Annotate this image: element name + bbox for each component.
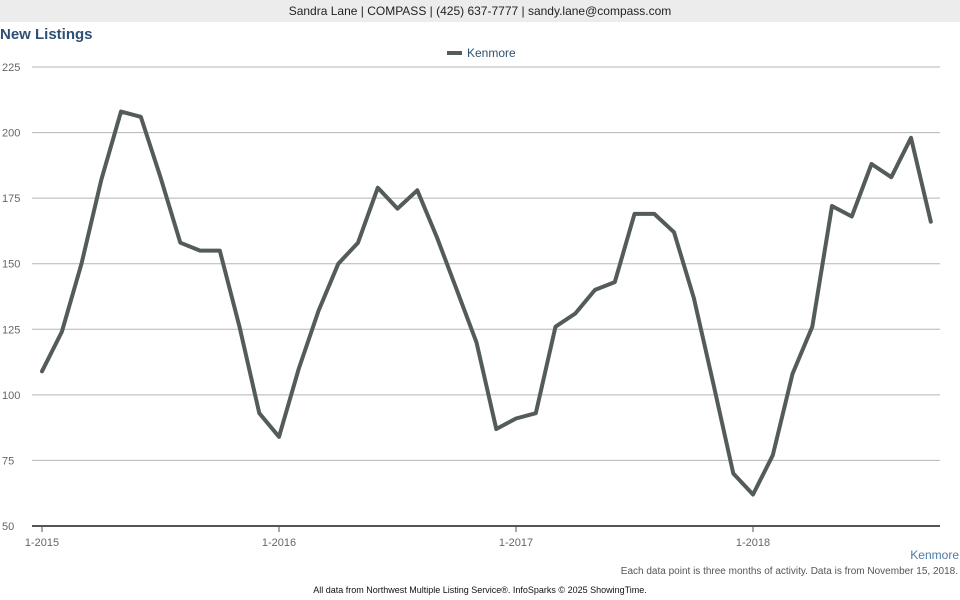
data-point bbox=[317, 309, 320, 312]
data-point bbox=[534, 412, 537, 415]
data-point bbox=[594, 288, 597, 291]
data-point bbox=[475, 341, 478, 344]
data-point bbox=[139, 115, 142, 118]
chart-title: New Listings bbox=[0, 26, 93, 43]
data-footnote: Each data point is three months of activ… bbox=[620, 566, 958, 577]
data-point bbox=[297, 367, 300, 370]
x-tick-label: 1-2016 bbox=[262, 537, 296, 549]
series-line bbox=[40, 109, 933, 497]
data-point bbox=[890, 176, 893, 179]
data-point bbox=[613, 281, 616, 284]
contact-header: Sandra Lane | COMPASS | (425) 637-7777 |… bbox=[0, 0, 960, 22]
data-point bbox=[120, 110, 123, 113]
data-point bbox=[850, 215, 853, 218]
data-point bbox=[771, 454, 774, 457]
data-point bbox=[633, 212, 636, 215]
x-tick-label: 1-2017 bbox=[499, 537, 533, 549]
data-point bbox=[416, 189, 419, 192]
y-tick-label: 50 bbox=[2, 521, 14, 533]
data-point bbox=[337, 262, 340, 265]
data-point bbox=[60, 330, 63, 333]
data-point bbox=[712, 383, 715, 386]
source-attribution: All data from Northwest Multiple Listing… bbox=[0, 580, 960, 600]
y-tick-label: 175 bbox=[2, 193, 20, 205]
data-point bbox=[436, 236, 439, 239]
data-point bbox=[278, 435, 281, 438]
chart-area: 50 75 100 125 150 175 200 225 1-2015 1-2016 1-2017… bbox=[0, 40, 960, 560]
y-tick-label: 75 bbox=[2, 455, 14, 467]
y-tick-label: 125 bbox=[2, 324, 20, 336]
y-tick-label: 150 bbox=[2, 259, 20, 271]
y-tick-label: 225 bbox=[2, 62, 20, 74]
data-point bbox=[554, 325, 557, 328]
y-tick-label: 100 bbox=[2, 390, 20, 402]
data-point bbox=[692, 296, 695, 299]
data-point bbox=[396, 207, 399, 210]
data-point bbox=[574, 312, 577, 315]
data-point bbox=[752, 493, 755, 496]
data-point bbox=[41, 370, 44, 373]
data-point bbox=[910, 136, 913, 139]
data-point bbox=[791, 372, 794, 375]
data-point bbox=[673, 231, 676, 234]
data-point bbox=[653, 212, 656, 215]
data-point bbox=[179, 241, 182, 244]
data-point bbox=[199, 249, 202, 252]
data-point bbox=[376, 186, 379, 189]
data-point bbox=[732, 472, 735, 475]
x-tick-label: 1-2018 bbox=[736, 537, 770, 549]
data-point bbox=[811, 325, 814, 328]
data-point bbox=[357, 241, 360, 244]
data-point bbox=[455, 288, 458, 291]
data-point bbox=[870, 163, 873, 166]
data-point bbox=[218, 249, 221, 252]
data-point bbox=[515, 417, 518, 420]
data-point bbox=[159, 176, 162, 179]
data-point bbox=[238, 325, 241, 328]
data-point bbox=[100, 178, 103, 181]
data-point bbox=[258, 412, 261, 415]
legend-label: Kenmore bbox=[467, 46, 516, 60]
series-name-label: Kenmore bbox=[910, 548, 959, 562]
x-tick-label: 1-2015 bbox=[25, 537, 59, 549]
data-point bbox=[80, 262, 83, 265]
data-point bbox=[495, 427, 498, 430]
line-chart: 50 75 100 125 150 175 200 225 1-2015 1-2016 1-2017… bbox=[2, 46, 940, 549]
data-point bbox=[929, 220, 932, 223]
data-point bbox=[831, 205, 834, 208]
y-tick-label: 200 bbox=[2, 128, 20, 140]
